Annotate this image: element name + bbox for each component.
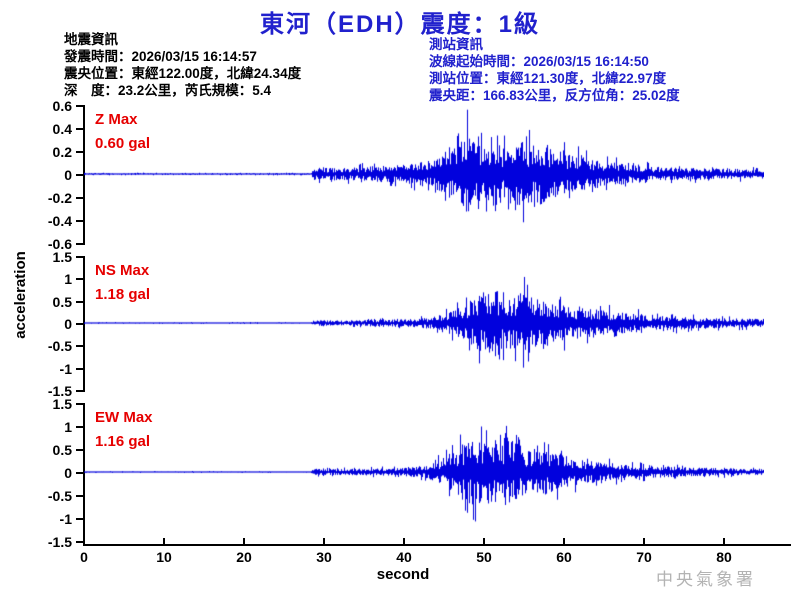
- y-axis-tick: [76, 345, 83, 347]
- station-location: 測站位置：東經121.30度，北緯22.97度: [429, 71, 667, 86]
- y-axis-tick: [76, 174, 83, 176]
- ew-max-value: 1.16 gal: [95, 433, 151, 450]
- y-tick-label: 0: [64, 316, 72, 332]
- x-axis-tick: [323, 538, 325, 544]
- earthquake-info: 地震資訊 發震時間：2026/03/15 16:14:57 震央位置：東經122…: [64, 31, 301, 99]
- x-axis-tick: [83, 538, 85, 544]
- x-tick-label: 20: [236, 549, 252, 565]
- x-tick-label: 30: [316, 549, 332, 565]
- y-axis-tick: [76, 220, 83, 222]
- ns-max-value: 1.18 gal: [95, 286, 151, 303]
- y-tick-label: -0.5: [47, 488, 72, 504]
- y-axis-tick: [76, 151, 83, 153]
- y-axis-tick: [76, 390, 83, 392]
- x-tick-label: 40: [396, 549, 412, 565]
- y-tick-label: -0.6: [47, 236, 72, 252]
- x-axis-tick: [723, 538, 725, 544]
- x-axis-tick: [403, 538, 405, 544]
- y-tick-label: 0.5: [52, 294, 72, 310]
- x-axis-tick: [643, 538, 645, 544]
- y-axis-tick: [76, 197, 83, 199]
- page-title: 東河（EDH）震度：1級: [259, 11, 541, 38]
- y-axis-label: acceleration: [12, 251, 29, 339]
- x-tick-label: 0: [80, 549, 88, 565]
- x-axis-tick: [483, 538, 485, 544]
- ns-max-annotation: NS Max 1.18 gal: [95, 259, 150, 307]
- x-tick-label: 50: [476, 549, 492, 565]
- earthquake-info-heading: 地震資訊: [64, 32, 118, 47]
- y-tick-label: 0.5: [52, 442, 72, 458]
- waveform-trace-ew: [84, 402, 764, 542]
- earthquake-depth-magnitude: 深 度：23.2公里，芮氏規模：5.4: [64, 83, 272, 98]
- y-tick-label: -0.4: [47, 213, 72, 229]
- station-distance-azimuth: 震央距：166.83公里，反方位角：25.02度: [429, 88, 680, 103]
- x-tick-label: 60: [556, 549, 572, 565]
- x-axis-tick: [163, 538, 165, 544]
- y-tick-label: -0.2: [47, 190, 72, 206]
- y-tick-label: 0.4: [52, 121, 72, 137]
- station-info-heading: 測站資訊: [429, 37, 483, 52]
- agency-watermark: 中央氣象署: [656, 570, 756, 589]
- waveform-trace-ns: [84, 253, 764, 393]
- y-tick-label: -1.5: [47, 534, 72, 550]
- y-axis-tick: [76, 243, 83, 245]
- station-info: 測站資訊 波線起始時間：2026/03/15 16:14:50 測站位置：東經1…: [429, 36, 680, 104]
- y-tick-label: -1: [59, 511, 72, 527]
- z-max-value: 0.60 gal: [95, 135, 151, 152]
- y-axis-tick: [76, 368, 83, 370]
- x-axis-tick: [243, 538, 245, 544]
- z-max-title: Z Max: [95, 111, 138, 128]
- y-tick-label: 0.2: [52, 144, 72, 160]
- y-axis-tick: [76, 541, 83, 543]
- y-tick-label: 1.5: [52, 396, 72, 412]
- y-tick-label: 0: [64, 465, 72, 481]
- y-tick-label: 1: [64, 271, 72, 287]
- waveform-trace-z: [84, 104, 764, 244]
- ns-max-title: NS Max: [95, 262, 150, 279]
- y-tick-label: 0.6: [52, 98, 72, 114]
- y-axis-tick: [76, 495, 83, 497]
- y-axis-tick: [76, 128, 83, 130]
- earthquake-epicenter: 震央位置：東經122.00度，北緯24.34度: [64, 66, 302, 81]
- x-tick-label: 10: [156, 549, 172, 565]
- y-tick-label: -1.5: [47, 383, 72, 399]
- y-axis-tick: [76, 403, 83, 405]
- y-axis-tick: [76, 301, 83, 303]
- y-tick-label: 1: [64, 419, 72, 435]
- y-axis-tick: [76, 323, 83, 325]
- ew-max-annotation: EW Max 1.16 gal: [95, 406, 153, 454]
- x-tick-label: 70: [636, 549, 652, 565]
- x-axis-line: [83, 544, 791, 546]
- y-axis-tick: [76, 426, 83, 428]
- x-axis-tick: [563, 538, 565, 544]
- x-axis-label: second: [376, 566, 430, 583]
- ew-max-title: EW Max: [95, 409, 153, 426]
- y-tick-label: 0: [64, 167, 72, 183]
- station-wave-start-time: 波線起始時間：2026/03/15 16:14:50: [429, 54, 649, 69]
- y-axis-tick: [76, 518, 83, 520]
- y-tick-label: 1.5: [52, 249, 72, 265]
- y-axis-tick: [76, 472, 83, 474]
- y-axis-tick: [76, 256, 83, 258]
- y-axis-tick: [76, 449, 83, 451]
- y-axis-tick: [76, 278, 83, 280]
- y-tick-label: -1: [59, 361, 72, 377]
- z-max-annotation: Z Max 0.60 gal: [95, 108, 150, 156]
- y-axis-tick: [76, 105, 83, 107]
- x-tick-label: 80: [716, 549, 732, 565]
- earthquake-origin-time: 發震時間：2026/03/15 16:14:57: [64, 49, 257, 64]
- y-tick-label: -0.5: [47, 338, 72, 354]
